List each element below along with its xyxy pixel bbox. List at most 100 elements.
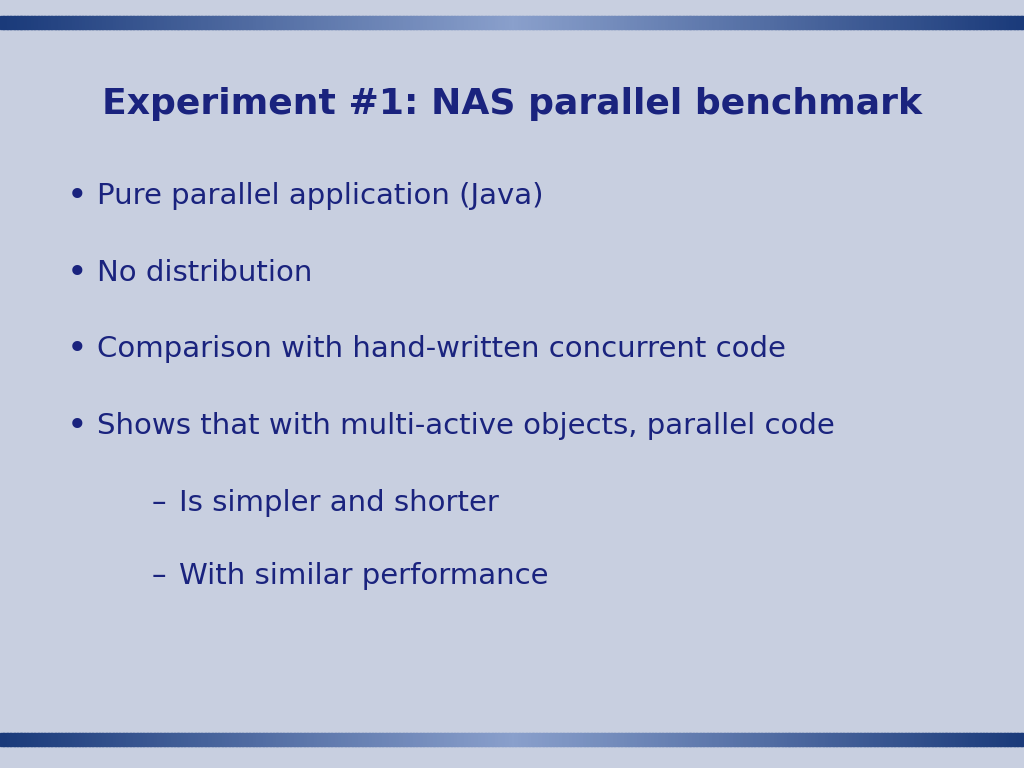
Bar [758,733,762,746]
Bar [601,16,605,29]
Bar [310,16,315,29]
Bar [236,16,240,29]
Bar [540,733,544,746]
Bar [512,733,516,746]
Bar [468,733,472,746]
Bar [737,733,741,746]
Bar [366,16,370,29]
Bar [69,16,73,29]
Bar [386,16,390,29]
Bar [809,16,813,29]
Bar [771,16,776,29]
Bar [1000,16,1005,29]
Bar [515,16,520,29]
Bar [983,16,987,29]
Bar [361,733,367,746]
Bar [355,16,359,29]
Bar [174,733,178,746]
Bar [884,16,889,29]
Bar [171,733,175,746]
Bar [61,733,66,746]
Bar [447,16,452,29]
Bar [594,733,598,746]
Bar [655,733,659,746]
Bar [154,16,158,29]
Bar [748,16,752,29]
Bar [325,733,329,746]
Bar [755,16,759,29]
Bar [878,16,882,29]
Bar [451,733,455,746]
Bar [167,16,172,29]
Bar [116,733,121,746]
Bar [973,16,977,29]
Bar [386,733,390,746]
Bar [546,16,551,29]
Bar [898,16,902,29]
Bar [239,16,244,29]
Bar [648,16,653,29]
Bar [683,16,687,29]
Bar [536,733,541,746]
Bar [894,16,899,29]
Bar [666,16,670,29]
Bar [31,16,35,29]
Bar [13,733,18,746]
Bar [126,16,131,29]
Bar [392,16,397,29]
Bar [157,733,162,746]
Bar [151,16,155,29]
Bar [120,16,124,29]
Text: –: – [152,489,166,517]
Bar [361,16,367,29]
Bar [816,16,820,29]
Bar [955,16,961,29]
Bar [269,16,274,29]
Bar [304,733,308,746]
Bar [949,733,953,746]
Text: Is simpler and shorter: Is simpler and shorter [179,489,499,517]
Bar [796,733,800,746]
Bar [225,16,229,29]
Bar [202,733,206,746]
Bar [870,733,874,746]
Bar [187,16,193,29]
Bar [573,16,578,29]
Bar [986,16,991,29]
Bar [581,733,585,746]
Bar [996,733,1001,746]
Bar [300,16,305,29]
Bar [454,16,459,29]
Bar [863,16,868,29]
Bar [980,733,984,746]
Bar [130,733,134,746]
Bar [563,16,567,29]
Bar [525,733,530,746]
Bar [833,733,838,746]
Bar [341,16,346,29]
Bar [143,16,147,29]
Bar [970,16,974,29]
Bar [249,16,254,29]
Bar [1004,16,1008,29]
Bar [266,733,270,746]
Bar [215,733,219,746]
Bar [560,733,564,746]
Bar [963,733,967,746]
Bar [543,16,547,29]
Bar [525,16,530,29]
Bar [556,733,561,746]
Bar [420,733,424,746]
Bar [95,733,100,746]
Text: •: • [67,409,87,443]
Bar [632,16,636,29]
Bar [461,16,465,29]
Bar [652,733,656,746]
Bar [976,733,981,746]
Bar [740,16,745,29]
Bar [843,733,848,746]
Bar [454,733,459,746]
Bar [699,16,705,29]
Bar [3,733,8,746]
Bar [7,16,11,29]
